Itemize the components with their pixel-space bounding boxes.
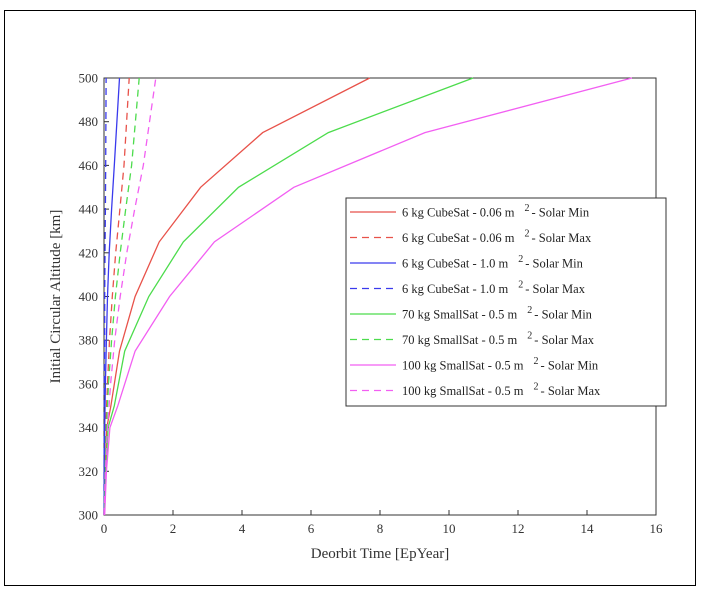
legend-label: 70 kg SmallSat - 0.5 m <box>402 333 518 347</box>
x-tick-label: 0 <box>101 521 108 536</box>
x-tick-label: 16 <box>650 521 664 536</box>
x-tick-label: 10 <box>443 521 456 536</box>
y-tick-label: 380 <box>79 333 99 348</box>
legend-label: 70 kg SmallSat - 0.5 m <box>402 308 518 322</box>
x-tick-label: 4 <box>239 521 246 536</box>
legend-superscript: 2 <box>518 280 523 291</box>
legend-superscript: 2 <box>527 305 532 316</box>
legend-suffix: - Solar Max <box>534 333 594 347</box>
x-axis: 0 2 4 6 8 10 12 14 16 <box>101 510 663 536</box>
legend-box <box>345 197 667 407</box>
legend-superscript: 2 <box>525 229 530 240</box>
legend-superscript: 2 <box>525 203 530 214</box>
legend-superscript: 2 <box>527 331 532 342</box>
y-tick-label: 440 <box>79 202 99 217</box>
legend-suffix: - Solar Max <box>532 231 592 245</box>
legend-label: 6 kg CubeSat - 0.06 m <box>402 231 515 245</box>
y-axis: 300 320 340 360 380 400 420 440 460 480 500 <box>79 71 109 523</box>
legend-suffix: - Solar Min <box>525 257 583 271</box>
legend-label: 6 kg CubeSat - 1.0 m <box>402 257 509 271</box>
legend-suffix: - Solar Max <box>525 282 585 296</box>
legend-superscript: 2 <box>534 356 539 367</box>
legend-label: 6 kg CubeSat - 0.06 m <box>402 206 515 220</box>
series-line-6 <box>103 77 140 516</box>
series-line-4 <box>103 77 107 515</box>
y-tick-label: 460 <box>79 158 99 173</box>
y-tick-label: 300 <box>79 508 99 523</box>
legend-suffix: - Solar Min <box>532 206 590 220</box>
y-tick-label: 320 <box>79 464 99 479</box>
x-tick-label: 12 <box>512 521 525 536</box>
legend-suffix: - Solar Max <box>541 384 601 398</box>
legend-suffix: - Solar Min <box>534 308 592 322</box>
legend-label: 6 kg CubeSat - 1.0 m <box>402 282 509 296</box>
y-tick-label: 400 <box>79 289 99 304</box>
y-tick-label: 500 <box>79 71 99 86</box>
y-tick-label: 480 <box>79 114 99 129</box>
x-tick-label: 6 <box>308 521 315 536</box>
legend-label: 100 kg SmallSat - 0.5 m <box>402 384 524 398</box>
series-lines <box>103 77 633 516</box>
x-tick-label: 8 <box>377 521 384 536</box>
legend-superscript: 2 <box>534 382 539 393</box>
series-line-7 <box>104 77 633 516</box>
x-tick-label: 2 <box>170 521 177 536</box>
legend-label: 100 kg SmallSat - 0.5 m <box>402 359 524 373</box>
legend-suffix: - Solar Min <box>541 359 599 373</box>
series-line-8 <box>103 77 157 516</box>
x-tick-label: 14 <box>581 521 595 536</box>
legend-superscript: 2 <box>518 254 523 265</box>
y-tick-label: 340 <box>79 420 99 435</box>
y-tick-label: 360 <box>79 376 99 391</box>
x-axis-label: Deorbit Time [EpYear] <box>311 546 449 562</box>
y-axis-label: Initial Circular Altitude [km] <box>48 210 64 384</box>
y-tick-label: 420 <box>79 245 99 260</box>
